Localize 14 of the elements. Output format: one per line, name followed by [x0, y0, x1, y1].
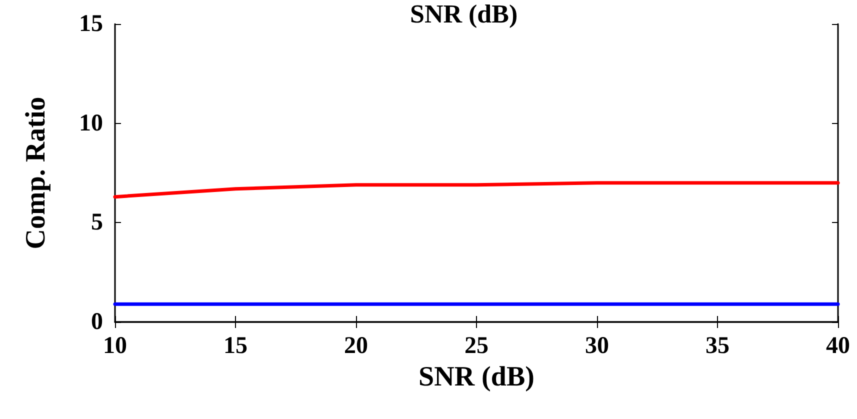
y-tick-label: 10: [79, 110, 103, 136]
x-tick-label: 25: [464, 333, 488, 359]
line-series: [113, 181, 840, 199]
y-tick-label: 5: [91, 210, 103, 236]
y-axis-title: Comp. Ratio: [20, 96, 52, 250]
x-tick-label: 15: [224, 333, 248, 359]
y-tick-label: 15: [79, 11, 103, 37]
y-tick-label: 0: [91, 309, 103, 335]
x-axis-title: SNR (dB): [418, 361, 534, 392]
chart-title: SNR (dB): [410, 0, 518, 28]
x-tick-label: 30: [585, 333, 609, 359]
x-tick-label: 20: [344, 333, 368, 359]
x-tick-label: 35: [706, 333, 730, 359]
x-tick-label: 40: [826, 333, 850, 359]
